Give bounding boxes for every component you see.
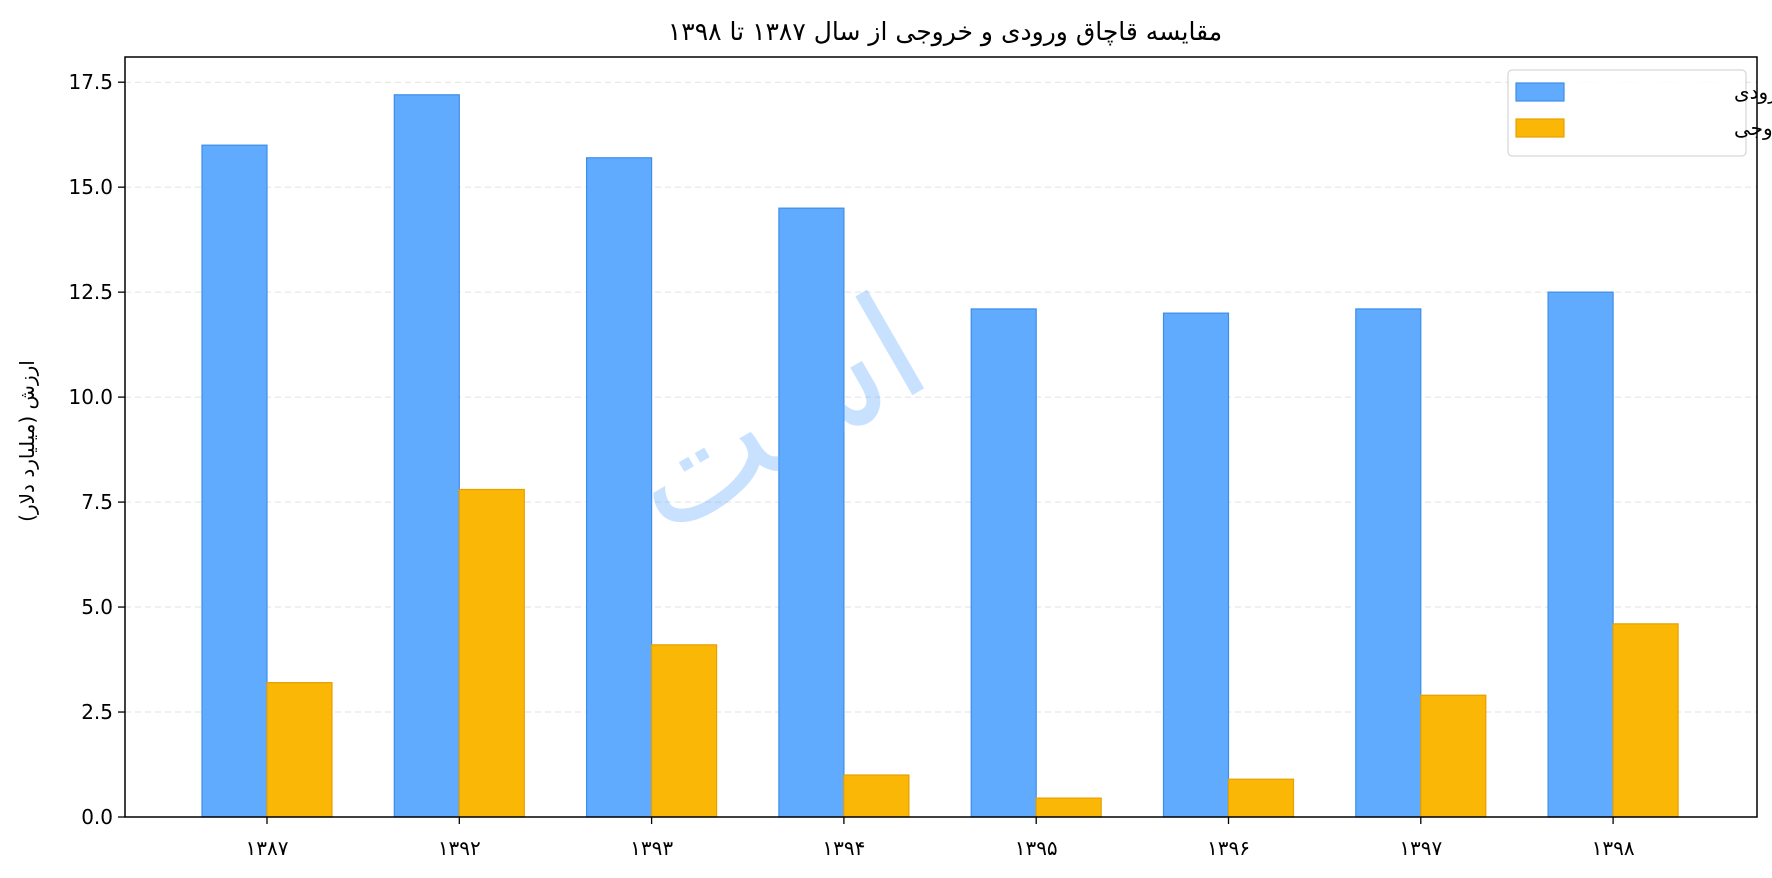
bar xyxy=(266,682,333,818)
plot-frame xyxy=(124,56,1758,818)
axes xyxy=(118,56,1758,824)
y-axis-label: ارزش (میلیارد دلار) xyxy=(15,360,39,522)
y-tick-label: 2.5 xyxy=(81,700,113,724)
legend-swatch xyxy=(1515,82,1565,102)
legend-swatch xyxy=(1515,118,1565,138)
x-tick-label: ۱۳۹۴ xyxy=(822,836,865,860)
bar xyxy=(1162,312,1230,818)
y-tick-label: 5.0 xyxy=(81,595,113,619)
legend-label: قاچاق ورودی xyxy=(1734,80,1772,104)
y-tick-label: 7.5 xyxy=(81,490,113,514)
legend-label: قاچاق خروجی xyxy=(1734,116,1772,140)
legend-box xyxy=(1507,69,1747,157)
y-tick-label: 12.5 xyxy=(68,280,113,304)
bar xyxy=(1355,308,1422,818)
bar xyxy=(1035,797,1102,818)
x-tick-label: ۱۳۹۶ xyxy=(1207,836,1250,860)
y-tick-label: 0.0 xyxy=(81,805,113,829)
bar xyxy=(458,488,525,818)
bar xyxy=(1547,291,1614,818)
tick-labels: 0.0 2.5 5.0 7.5 10.0 12.5 15.0 17.5 ۱۳۸۷ ۱۳۹۲ ۱۳۹۳… xyxy=(68,70,1634,860)
y-tick-label: 10.0 xyxy=(68,385,113,409)
bar xyxy=(393,94,460,818)
bar xyxy=(1227,778,1295,818)
bar xyxy=(201,144,268,818)
legend: قاچاق ورودی قاچاق خروجی xyxy=(1507,69,1772,157)
x-tick-label: ۱۳۸۷ xyxy=(246,836,289,860)
x-tick-label: ۱۳۹۷ xyxy=(1399,836,1442,860)
bar xyxy=(778,207,845,818)
bar xyxy=(650,644,718,818)
x-tick-label: ۱۳۹۳ xyxy=(630,836,673,860)
x-tick-label: ۱۳۹۲ xyxy=(438,836,481,860)
y-tick-label: 15.0 xyxy=(68,175,113,199)
chart-title: مقایسه قاچاق ورودی و خروجی از سال ۱۳۸۷ ت… xyxy=(668,17,1222,47)
y-tick-label: 17.5 xyxy=(68,70,113,94)
bar xyxy=(843,774,910,818)
bar xyxy=(1420,694,1487,818)
x-tick-label: ۱۳۹۸ xyxy=(1592,836,1635,860)
x-tick-label: ۱۳۹۵ xyxy=(1015,836,1058,860)
bars xyxy=(201,94,1679,818)
bar xyxy=(1612,623,1679,818)
bar xyxy=(970,308,1037,818)
